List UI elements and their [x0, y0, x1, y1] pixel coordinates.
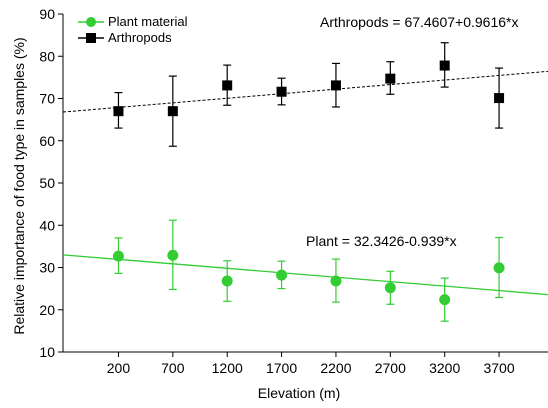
y-tick-label-90: 90 — [39, 6, 55, 22]
arthropods-point-1200 — [222, 80, 233, 91]
x-tick-label-700: 700 — [161, 360, 185, 376]
x-tick-label-2700: 2700 — [375, 360, 406, 376]
x-tick-label-3700: 3700 — [483, 360, 514, 376]
arthropods-point-2700 — [385, 73, 396, 84]
y-tick-label-80: 80 — [39, 48, 55, 64]
plant-fit-line — [62, 254, 548, 296]
plant-fit-equation: Plant = 32.3426-0.939*x — [306, 233, 457, 249]
y-axis-label: Relative importance of food type in samp… — [11, 37, 27, 334]
y-tick-label-30: 30 — [39, 260, 55, 276]
x-tick-label-1200: 1200 — [212, 360, 243, 376]
fit-lines — [62, 70, 548, 296]
y-tick-label-50: 50 — [39, 175, 55, 191]
y-tick-label-40: 40 — [39, 217, 55, 233]
plant-point-700 — [167, 249, 179, 261]
arthropods-fit-line — [62, 70, 548, 113]
data-markers — [112, 60, 505, 306]
legend-plant-label: Plant material — [108, 14, 188, 29]
plant-point-2200 — [330, 275, 342, 287]
y-tick-label-60: 60 — [39, 133, 55, 149]
axes: 10 20 30 40 50 60 70 80 90 200 700 1200 1700 2200 2700… — [39, 6, 548, 376]
arthropods-point-2200 — [330, 80, 341, 91]
arthropods-point-3200 — [439, 60, 450, 71]
x-tick-label-3200: 3200 — [429, 360, 460, 376]
plant-point-200 — [112, 250, 124, 262]
x-axis-label: Elevation (m) — [258, 385, 340, 401]
labels: Relative importance of food type in samp… — [11, 14, 519, 401]
legend-arthropods-marker — [86, 33, 96, 43]
y-tick-label-70: 70 — [39, 91, 55, 107]
error-bars — [114, 42, 504, 322]
legend: Plant material Arthropods — [78, 14, 188, 45]
plant-point-3200 — [439, 294, 451, 306]
plant-point-3700 — [493, 262, 505, 274]
legend-arthropods-label: Arthropods — [108, 30, 172, 45]
legend-plant-marker — [86, 17, 96, 27]
plant-point-1700 — [276, 269, 288, 281]
x-tick-label-200: 200 — [107, 360, 131, 376]
arthropods-fit-equation: Arthropods = 67.4607+0.9616*x — [320, 14, 519, 30]
x-tick-label-2200: 2200 — [320, 360, 351, 376]
y-tick-label-10: 10 — [39, 344, 55, 360]
x-tick-label-1700: 1700 — [266, 360, 297, 376]
arthropods-point-200 — [113, 106, 124, 117]
arthropods-point-700 — [167, 106, 178, 117]
plant-point-1200 — [221, 275, 233, 287]
arthropods-point-1700 — [276, 86, 287, 97]
arthropods-point-3700 — [494, 93, 505, 104]
y-tick-label-20: 20 — [39, 302, 55, 318]
plant-point-2700 — [384, 282, 396, 294]
